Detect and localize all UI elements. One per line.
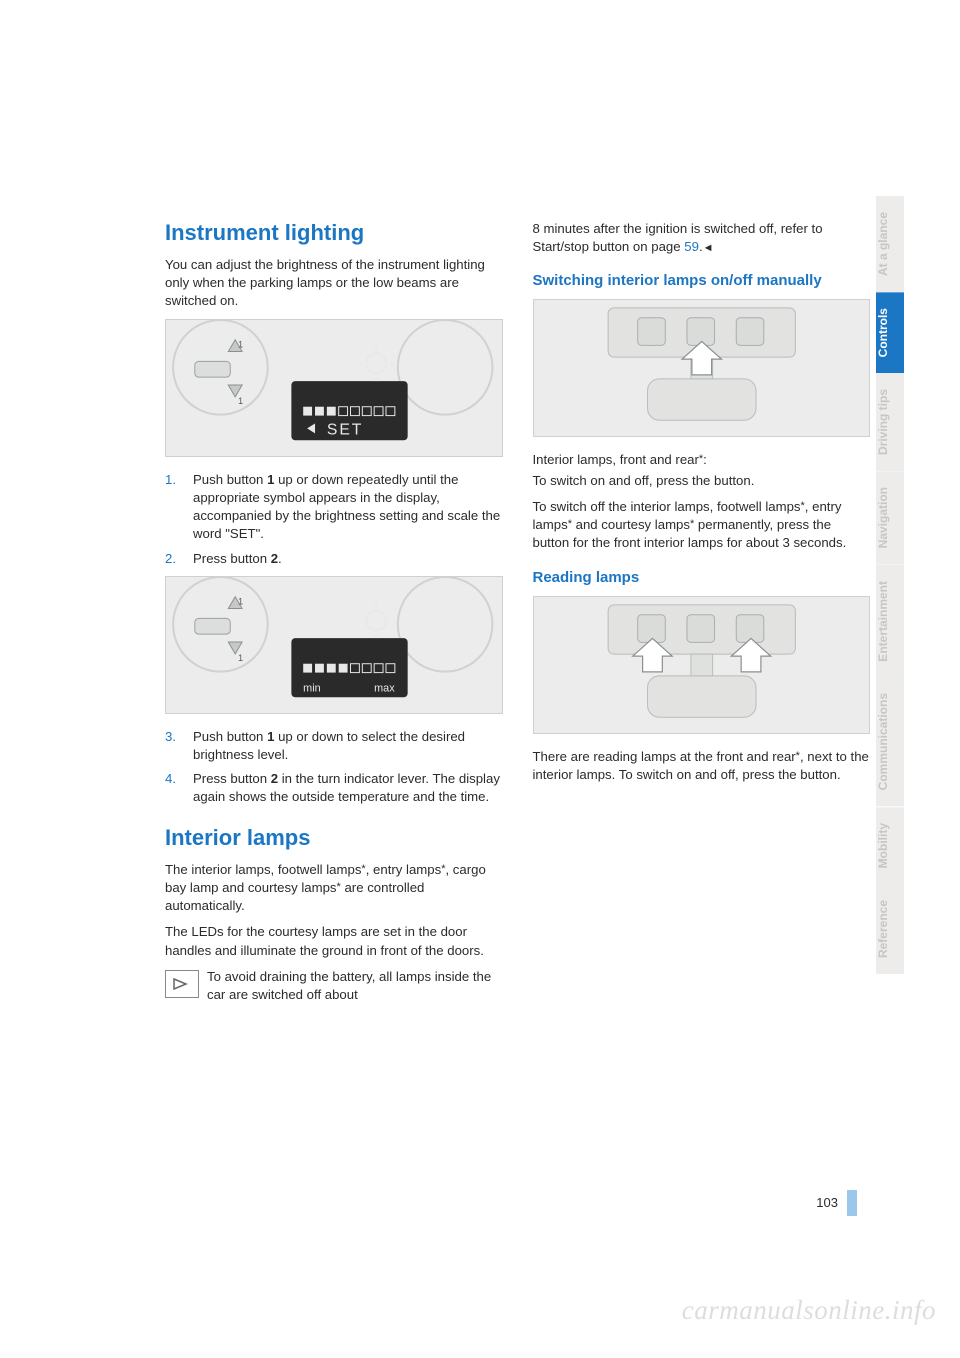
step-text: Push button 1 up or down repeatedly unti…: [193, 472, 500, 542]
paragraph: The interior lamps, footwell lamps*, ent…: [165, 861, 503, 916]
step-text: Press button 2 in the turn indicator lev…: [193, 771, 500, 804]
heading-interior-lamps: Interior lamps: [165, 825, 503, 851]
paragraph: To switch on and off, press the button.: [533, 472, 871, 490]
step-text: Push button 1 up or down to select the d…: [193, 729, 465, 762]
step-text: Press button 2.: [193, 551, 282, 566]
svg-text:1: 1: [238, 395, 243, 405]
figure-interior-lamps: [533, 299, 871, 437]
svg-text:max: max: [374, 682, 395, 694]
steps-list-b: 3. Push button 1 up or down to select th…: [165, 728, 503, 807]
tab-entertainment[interactable]: Entertainment: [876, 565, 904, 678]
paragraph: To switch off the interior lamps, footwe…: [533, 498, 871, 553]
page-number-bar: [847, 1190, 857, 1216]
note-icon: [165, 970, 199, 998]
tab-at-a-glance[interactable]: At a glance: [876, 196, 904, 292]
svg-text:1: 1: [238, 339, 243, 349]
tab-reference[interactable]: Reference: [876, 884, 904, 974]
tab-driving-tips[interactable]: Driving tips: [876, 373, 904, 471]
figure-instrument-minmax: 1 1 min max: [165, 576, 503, 714]
step-number: 4.: [165, 770, 176, 788]
figure-reading-lamps: [533, 596, 871, 734]
step-4: 4. Press button 2 in the turn indicator …: [165, 770, 503, 806]
tab-communications[interactable]: Communications: [876, 677, 904, 806]
note-block: To avoid draining the battery, all lamps…: [165, 968, 503, 1004]
page-link[interactable]: 59: [684, 239, 699, 254]
continuation-paragraph: 8 minutes after the ignition is switched…: [533, 220, 871, 256]
subheading-switching: Switching interior lamps on/off manually: [533, 272, 871, 289]
content-columns: Instrument lighting You can adjust the b…: [165, 220, 870, 1004]
tab-mobility[interactable]: Mobility: [876, 807, 904, 884]
figure-instrument-set: 1 1: [165, 319, 503, 457]
page-number: 103: [816, 1195, 838, 1210]
step-number: 3.: [165, 728, 176, 746]
paragraph: Interior lamps, front and rear*:: [533, 451, 871, 469]
section-tabs: At a glance Controls Driving tips Naviga…: [876, 196, 904, 974]
paragraph: There are reading lamps at the front and…: [533, 748, 871, 784]
paragraph: The LEDs for the courtesy lamps are set …: [165, 923, 503, 959]
step-2: 2. Press button 2.: [165, 550, 503, 568]
step-number: 2.: [165, 550, 176, 568]
watermark-text: carmanualsonline.info: [682, 1295, 936, 1326]
svg-text:min: min: [303, 682, 320, 694]
svg-text:1: 1: [238, 653, 243, 663]
svg-text:SET: SET: [327, 421, 364, 438]
step-1: 1. Push button 1 up or down repeatedly u…: [165, 471, 503, 544]
steps-list-a: 1. Push button 1 up or down repeatedly u…: [165, 471, 503, 568]
subheading-reading-lamps: Reading lamps: [533, 569, 871, 586]
svg-text:1: 1: [238, 596, 243, 606]
tab-navigation[interactable]: Navigation: [876, 471, 904, 564]
step-number: 1.: [165, 471, 176, 489]
left-column: Instrument lighting You can adjust the b…: [165, 220, 503, 1004]
right-column: 8 minutes after the ignition is switched…: [533, 220, 871, 1004]
heading-instrument-lighting: Instrument lighting: [165, 220, 503, 246]
manual-page: Instrument lighting You can adjust the b…: [0, 0, 960, 1358]
note-text: To avoid draining the battery, all lamps…: [207, 969, 491, 1002]
step-3: 3. Push button 1 up or down to select th…: [165, 728, 503, 764]
intro-paragraph: You can adjust the brightness of the ins…: [165, 256, 503, 311]
tab-controls[interactable]: Controls: [876, 292, 904, 373]
